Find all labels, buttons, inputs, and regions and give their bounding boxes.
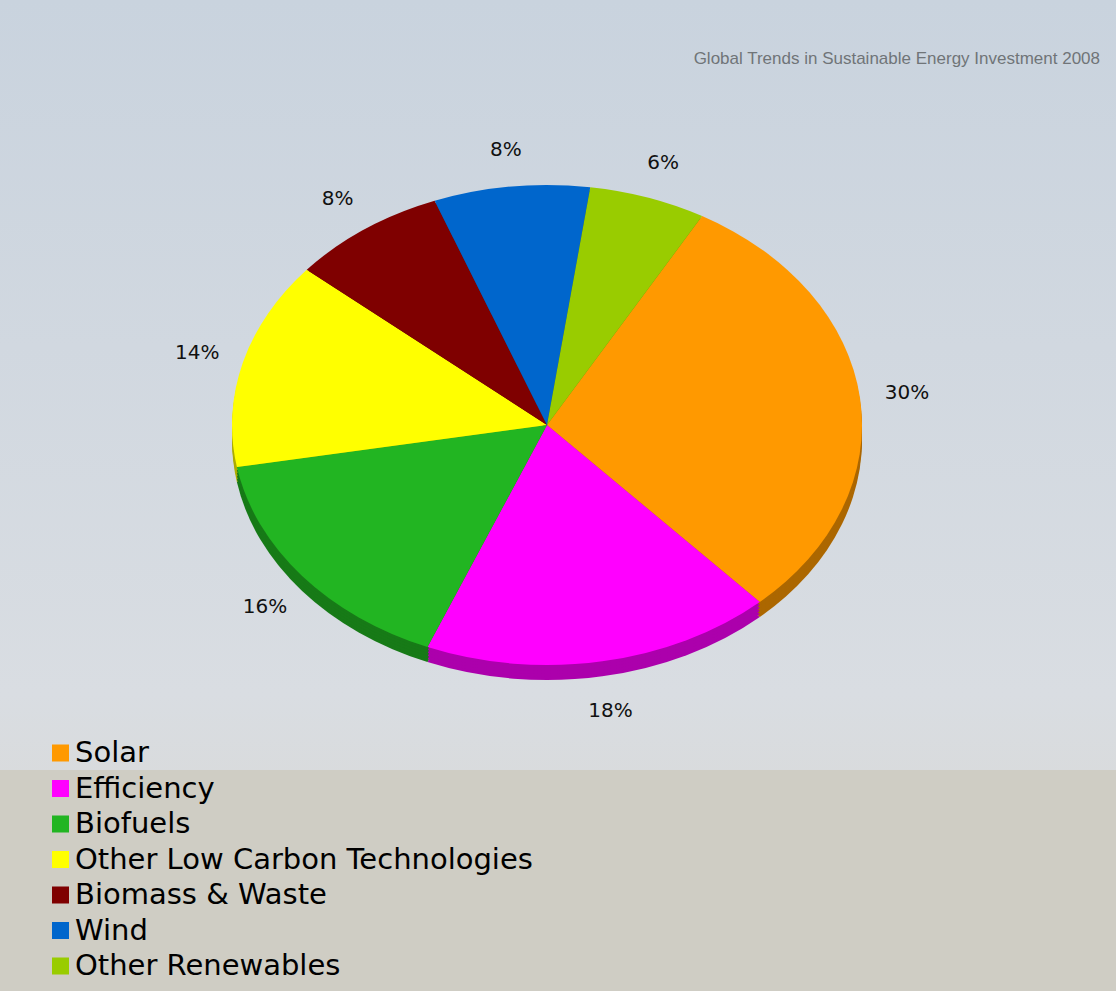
data-label: 14%	[175, 340, 219, 364]
legend-item: Biomass & Waste	[52, 877, 327, 911]
legend-item: Efficiency	[52, 771, 215, 805]
ground	[0, 770, 1116, 991]
legend-swatch	[52, 851, 69, 868]
data-label: 16%	[243, 594, 287, 618]
legend-item: Wind	[52, 913, 148, 947]
legend-swatch	[52, 780, 69, 797]
legend-label: Solar	[75, 735, 149, 769]
legend-label: Biomass & Waste	[75, 877, 327, 911]
legend: SolarEfficiencyBiofuelsOther Low Carbon …	[52, 735, 533, 982]
data-label: 8%	[490, 137, 522, 161]
legend-swatch	[52, 887, 69, 904]
legend-label: Wind	[75, 913, 148, 947]
pie	[232, 185, 862, 665]
data-label: 30%	[885, 380, 929, 404]
legend-swatch	[52, 958, 69, 975]
legend-swatch	[52, 922, 69, 939]
legend-swatch	[52, 745, 69, 762]
pie-slice	[547, 187, 702, 425]
legend-item: Other Renewables	[52, 948, 340, 982]
legend-item: Other Low Carbon Technologies	[52, 842, 533, 876]
background	[0, 0, 1116, 991]
data-labels: 30% 18% 16% 14% 8% 8% 6%	[175, 137, 929, 722]
legend-label: Biofuels	[75, 806, 190, 840]
data-label: 18%	[588, 698, 632, 722]
title: Global Trends in Sustainable Energy Inve…	[694, 49, 1100, 68]
chart: Global Trends in Sustainable Energy Inve…	[0, 0, 1116, 991]
legend-label: Other Renewables	[75, 948, 340, 982]
data-label: 8%	[322, 186, 354, 210]
legend-item: Biofuels	[52, 806, 190, 840]
data-label: 6%	[647, 150, 679, 174]
legend-swatch	[52, 816, 69, 833]
legend-label: Other Low Carbon Technologies	[75, 842, 533, 876]
legend-item: Solar	[52, 735, 149, 769]
legend-label: Efficiency	[75, 771, 215, 805]
